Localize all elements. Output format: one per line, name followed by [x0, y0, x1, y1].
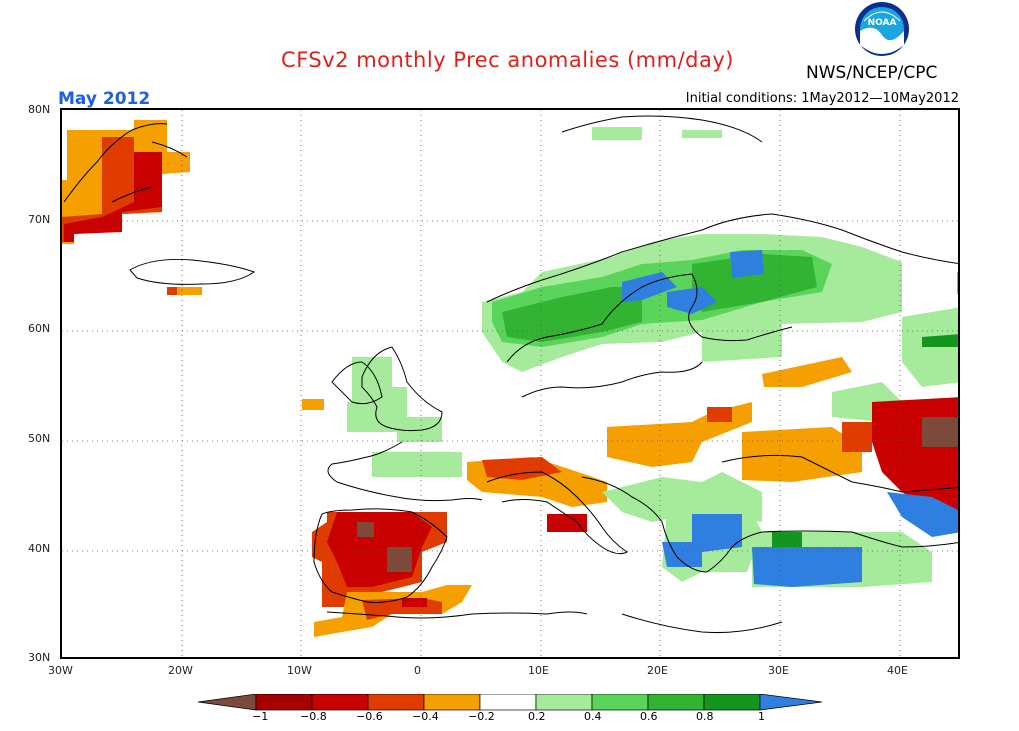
colorbar-bin-4 — [423, 694, 481, 711]
lon-label-0: 0 — [414, 664, 421, 677]
lat-label-30n: 30N — [28, 651, 51, 664]
lon-label-20w: 20W — [168, 664, 193, 677]
lat-label-60n: 60N — [28, 322, 51, 335]
lon-label-20e: 20E — [647, 664, 668, 677]
lat-label-80n: 80N — [28, 103, 51, 116]
map-canvas — [62, 110, 958, 657]
lon-label-10e: 10E — [528, 664, 549, 677]
month-label: May 2012 — [58, 89, 151, 109]
title-text: CFSv2 monthly Prec anomalies (mm/day) — [281, 48, 734, 72]
colorbar — [198, 694, 822, 711]
lon-label-30w: 30W — [48, 664, 73, 677]
lat-label-40n: 40N — [28, 542, 51, 555]
noaa-logo: NOAA — [855, 2, 909, 56]
initial-conditions: Initial conditions: 1May2012—10May2012 — [685, 91, 959, 106]
anomaly-balkans-turkey — [662, 512, 932, 587]
colorbar-bin-1 — [255, 694, 313, 711]
colorbar-tick-0: −1 — [252, 710, 269, 723]
agency-label: NWS/NCEP/CPC — [806, 63, 938, 83]
colorbar-tick-2: −0.6 — [356, 710, 383, 723]
logo-text: NOAA — [868, 18, 897, 28]
graticule — [62, 110, 958, 657]
anomaly-scandinavia — [482, 127, 902, 372]
coastlines — [63, 115, 958, 634]
lat-label-50n: 50N — [28, 432, 51, 445]
map-title: CFSv2 monthly Prec anomalies (mm/day) — [0, 48, 1019, 72]
colorbar-bin-8 — [647, 694, 705, 711]
colorbar-tick-9: 1 — [758, 710, 765, 723]
anomaly-russia — [842, 272, 958, 537]
colorbar-tick-6: 0.4 — [584, 710, 602, 723]
anomaly-britain — [302, 357, 462, 477]
colorbar-tick-1: −0.8 — [300, 710, 327, 723]
colorbar-bin-2 — [311, 694, 369, 711]
lon-label-10w: 10W — [287, 664, 312, 677]
colorbar-bin-5 — [479, 694, 537, 711]
colorbar-tick-3: −0.4 — [412, 710, 439, 723]
colorbar-bin-0 — [198, 694, 257, 711]
colorbar-bin-9 — [703, 694, 761, 711]
colorbar-bin-7 — [591, 694, 649, 711]
anomaly-iberia — [312, 512, 472, 637]
anomaly-greenland — [62, 120, 202, 295]
lon-label-40e: 40E — [887, 664, 908, 677]
anomaly-map — [60, 108, 960, 659]
lat-label-70n: 70N — [28, 213, 51, 226]
colorbar-tick-5: 0.2 — [528, 710, 546, 723]
colorbar-tick-8: 0.8 — [696, 710, 714, 723]
colorbar-tick-4: −0.2 — [468, 710, 495, 723]
colorbar-tick-7: 0.6 — [640, 710, 658, 723]
colorbar-bin-10 — [759, 694, 822, 711]
colorbar-bin-6 — [535, 694, 593, 711]
lon-label-30e: 30E — [768, 664, 789, 677]
colorbar-bin-3 — [367, 694, 425, 711]
